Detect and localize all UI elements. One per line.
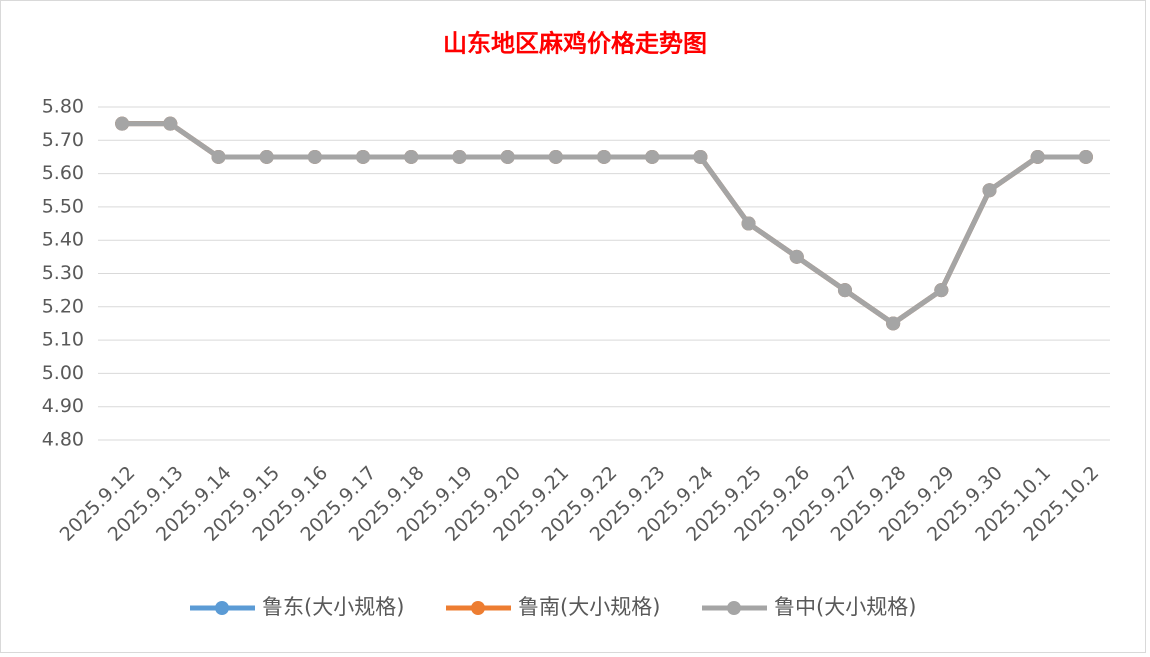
data-point xyxy=(789,249,804,264)
legend-marker xyxy=(727,601,741,615)
data-point xyxy=(500,149,515,164)
y-tick-label: 5.50 xyxy=(42,195,84,217)
data-point xyxy=(259,149,274,164)
y-tick-label: 5.70 xyxy=(42,129,84,151)
data-point xyxy=(934,283,949,298)
chart-title: 山东地区麻鸡价格走势图 xyxy=(443,29,707,58)
data-point xyxy=(741,216,756,231)
legend-label: 鲁东(大小规格) xyxy=(262,595,404,619)
y-tick-label: 4.80 xyxy=(42,429,84,451)
data-point xyxy=(597,149,611,164)
data-point xyxy=(693,149,708,164)
data-point xyxy=(356,149,371,164)
y-tick-label: 5.30 xyxy=(42,262,84,284)
y-tick-label: 5.80 xyxy=(42,96,84,118)
y-tick-label: 5.00 xyxy=(42,362,84,384)
data-point xyxy=(404,149,419,164)
data-point xyxy=(307,149,322,164)
y-tick-label: 5.10 xyxy=(42,329,84,351)
legend-marker xyxy=(215,601,229,615)
y-tick-label: 5.60 xyxy=(42,162,84,184)
y-tick-label: 5.40 xyxy=(42,229,84,251)
data-point xyxy=(645,149,660,164)
data-point xyxy=(115,116,130,131)
data-point xyxy=(163,116,178,131)
data-point xyxy=(211,149,226,164)
y-tick-label: 4.90 xyxy=(42,395,84,417)
legend-label: 鲁中(大小规格) xyxy=(774,595,916,619)
data-point xyxy=(1078,149,1093,164)
data-point xyxy=(982,183,997,198)
y-tick-label: 5.20 xyxy=(42,295,84,317)
data-point xyxy=(886,316,901,331)
data-point xyxy=(1030,149,1045,164)
legend-label: 鲁南(大小规格) xyxy=(518,595,660,619)
legend-marker xyxy=(471,601,485,615)
data-point xyxy=(548,149,563,164)
data-point xyxy=(452,149,467,164)
data-point xyxy=(837,283,852,298)
